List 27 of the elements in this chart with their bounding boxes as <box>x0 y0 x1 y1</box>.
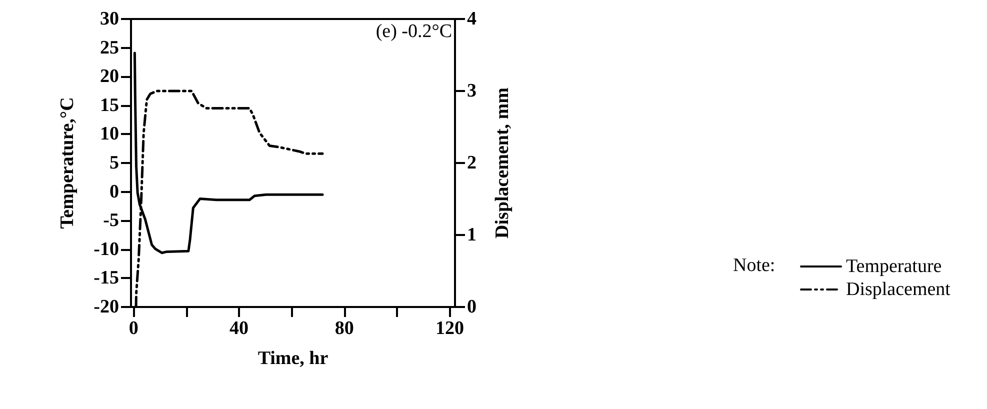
annotation: (e) -0.2°C <box>376 21 452 42</box>
x-axis-title: Time, hr <box>258 348 329 369</box>
y-tick-label: 15 <box>100 94 119 116</box>
y-tick-label: 20 <box>100 66 119 88</box>
x-tick-label: 0 <box>128 318 138 339</box>
y-tick-label: 30 <box>100 8 119 30</box>
y-tick-label: -10 <box>94 238 119 260</box>
y-axis-title: Temperature,°C <box>57 97 78 229</box>
x-tick-label: 80 <box>334 318 354 339</box>
y2-tick-label: 0 <box>467 296 476 318</box>
y-tick-label: 0 <box>110 181 119 202</box>
y2-tick-label: 1 <box>467 224 476 246</box>
y-tick-label: 25 <box>100 37 119 58</box>
y-tick-label: 5 <box>110 152 119 174</box>
legend-label: Temperature <box>846 256 942 277</box>
x-tick-label: 40 <box>230 318 248 339</box>
y-tick-label: -15 <box>94 268 119 289</box>
y-tick-label: 10 <box>100 124 119 145</box>
y2-tick-label: 2 <box>467 152 476 174</box>
legend-title: Note: <box>733 255 776 276</box>
y2-tick-label: 3 <box>467 80 476 102</box>
y-tick-label: -20 <box>94 296 119 318</box>
x-tick-label: 120 <box>435 318 464 339</box>
y2-axis-title: Displacement, mm <box>492 87 513 238</box>
y-tick-label: -5 <box>103 210 119 232</box>
legend-label: Displacement <box>846 279 952 300</box>
y2-tick-label: 4 <box>467 8 477 30</box>
